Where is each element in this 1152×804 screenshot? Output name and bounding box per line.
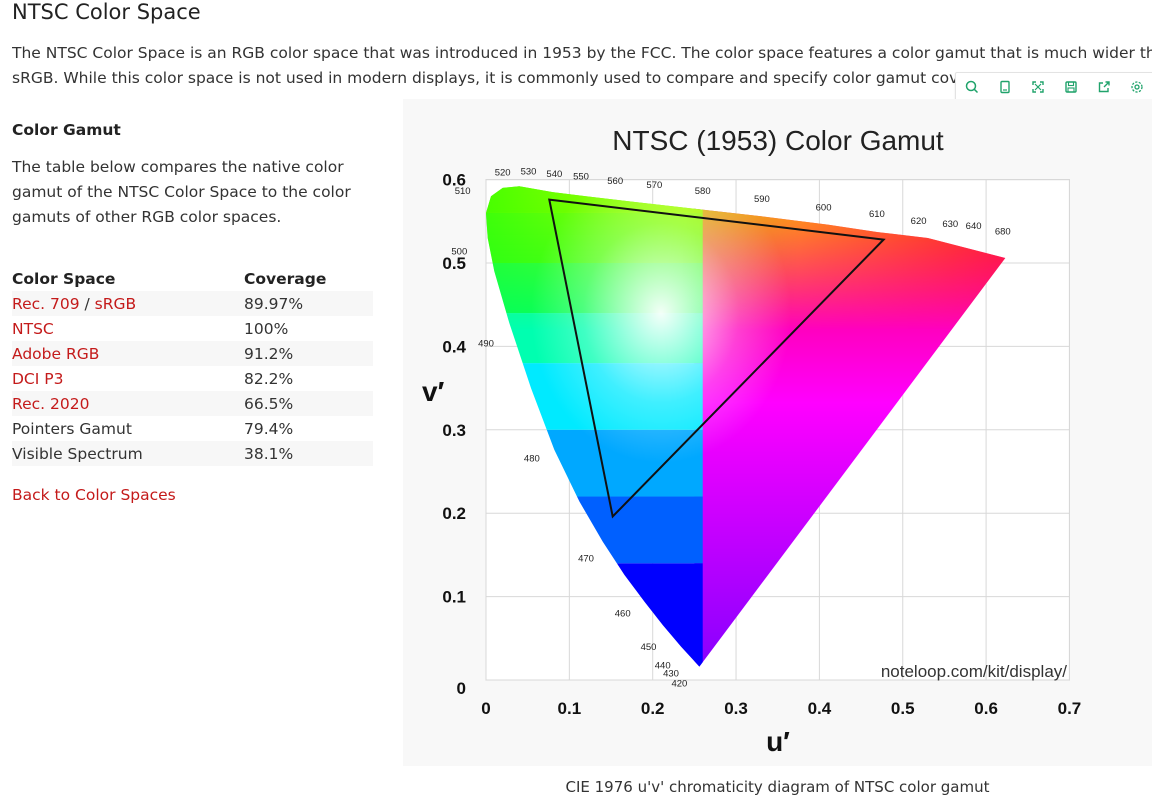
table-row: Visible Spectrum 38.1% [12, 441, 373, 466]
wavelength-label: 440 [655, 660, 671, 671]
ntsc-current-label: NTSC [12, 319, 54, 338]
x-tick-label: 0.5 [891, 699, 915, 718]
wavelength-label: 550 [573, 172, 589, 183]
color-space-cell: Rec. 709 / sRGB [12, 291, 244, 316]
wavelength-label: 680 [995, 227, 1011, 238]
wavelength-label: 590 [754, 194, 770, 205]
wavelength-label: 620 [911, 216, 927, 227]
wavelength-label: 580 [695, 186, 711, 197]
wavelength-label: 480 [524, 453, 540, 464]
color-space-cell: Adobe RGB [12, 341, 244, 366]
wavelength-label: 470 [578, 554, 594, 565]
slash-separator: / [79, 294, 95, 313]
coverage-table: Color Space Coverage Rec. 709 / sRGB 89.… [12, 266, 373, 466]
adobe-rgb-link[interactable]: Adobe RGB [12, 344, 100, 363]
x-tick-label: 0.1 [558, 699, 582, 718]
x-tick-label: 0.3 [724, 699, 748, 718]
dci-p3-link[interactable]: DCI P3 [12, 369, 64, 388]
table-row: Pointers Gamut 79.4% [12, 416, 373, 441]
rec2020-link[interactable]: Rec. 2020 [12, 394, 90, 413]
srgb-link[interactable]: sRGB [94, 294, 137, 313]
watermark-text: noteloop.com/kit/display/ [881, 662, 1067, 681]
axis-ticks: 0 0.1 0.2 0.3 0.4 0.5 0.6 0.7 0 0.1 0.2 0.3 0.4 0.5 0.… [442, 171, 1081, 718]
table-header-row: Color Space Coverage [12, 266, 373, 291]
wavelength-label: 610 [869, 209, 885, 220]
y-tick-label: 0 [457, 679, 466, 698]
wavelength-label: 630 [942, 219, 958, 230]
table-row: Rec. 709 / sRGB 89.97% [12, 291, 373, 316]
y-tick-label: 0.5 [442, 254, 466, 273]
search-icon[interactable] [963, 78, 981, 96]
figure-caption: CIE 1976 u'v' chromaticity diagram of NT… [565, 778, 990, 796]
wavelength-label: 640 [966, 221, 982, 232]
coverage-cell: 66.5% [244, 391, 373, 416]
wavelength-label: 600 [816, 202, 832, 213]
color-space-cell: Pointers Gamut [12, 419, 132, 438]
intro-line-1: The NTSC Color Space is an RGB color spa… [12, 44, 1152, 62]
settings-icon[interactable] [1128, 78, 1146, 96]
coverage-cell: 91.2% [244, 341, 373, 366]
x-tick-label: 0.2 [641, 699, 665, 718]
wavelength-label: 430 [663, 669, 679, 680]
y-tick-label: 0.1 [442, 588, 466, 607]
coverage-cell: 38.1% [244, 441, 373, 466]
coverage-cell: 100% [244, 319, 289, 338]
coverage-cell: 89.97% [244, 291, 373, 316]
section-description: The table below compares the native colo… [12, 158, 351, 226]
wavelength-label: 540 [546, 169, 562, 180]
x-tick-label: 0.4 [808, 699, 832, 718]
page-title: NTSC Color Space [12, 0, 201, 24]
coverage-cell: 82.2% [244, 369, 294, 388]
color-space-cell: Rec. 2020 [12, 391, 244, 416]
coverage-cell: 79.4% [244, 419, 294, 438]
wavelength-label: 520 [495, 167, 511, 178]
intro-line-2: sRGB. While this color space is not used… [12, 69, 984, 87]
x-tick-label: 0.6 [974, 699, 998, 718]
expand-icon[interactable] [1029, 78, 1047, 96]
y-tick-label: 0.2 [442, 504, 466, 523]
color-space-cell: Visible Spectrum [12, 441, 244, 466]
intro-paragraph: The NTSC Color Space is an RGB color spa… [12, 41, 1152, 91]
table-row: Rec. 2020 66.5% [12, 391, 373, 416]
wavelength-label: 500 [451, 247, 467, 258]
table-row: DCI P3 82.2% [12, 366, 373, 391]
save-icon[interactable] [1062, 78, 1080, 96]
y-axis-label: v′ [422, 376, 445, 407]
copy-icon[interactable] [996, 78, 1014, 96]
wavelength-label: 530 [521, 167, 537, 178]
wavelength-label: 420 [671, 679, 687, 690]
chart-title: NTSC (1953) Color Gamut [612, 125, 944, 156]
section-heading: Color Gamut [12, 121, 121, 139]
table-row: NTSC 100% [12, 316, 373, 341]
wavelength-label: 560 [607, 176, 623, 187]
x-axis-label: u′ [766, 726, 790, 757]
y-tick-label: 0.3 [442, 421, 466, 440]
chromaticity-figure: 0 0.1 0.2 0.3 0.4 0.5 0.6 0.7 0 0.1 0.2 0.3 0.4 0.5 0.… [403, 99, 1152, 766]
y-tick-label: 0.6 [442, 171, 466, 190]
chromaticity-chart: 0 0.1 0.2 0.3 0.4 0.5 0.6 0.7 0 0.1 0.2 0.3 0.4 0.5 0.… [422, 125, 1081, 757]
color-space-cell: NTSC [12, 316, 244, 341]
wavelength-label: 490 [478, 338, 494, 349]
wavelength-label: 460 [615, 609, 631, 620]
color-space-cell: DCI P3 [12, 366, 244, 391]
wavelength-label: 450 [641, 642, 657, 653]
table-row: Adobe RGB 91.2% [12, 341, 373, 366]
image-toolbar [955, 72, 1152, 102]
column-header-coverage: Coverage [244, 269, 327, 288]
x-tick-label: 0 [481, 699, 490, 718]
y-tick-label: 0.4 [442, 337, 466, 356]
wavelength-label: 510 [455, 186, 471, 197]
share-icon[interactable] [1095, 78, 1113, 96]
column-header-color-space: Color Space [12, 269, 116, 288]
back-to-color-spaces-link[interactable]: Back to Color Spaces [12, 486, 176, 504]
ntsc-gamut-triangle [548, 198, 886, 519]
x-tick-label: 0.7 [1058, 699, 1082, 718]
wavelength-labels: 520 530 540 550 560 570 580 590 600 610 620 630 640 6… [451, 167, 1010, 690]
rec709-link[interactable]: Rec. 709 [12, 294, 80, 313]
wavelength-label: 570 [646, 180, 662, 191]
